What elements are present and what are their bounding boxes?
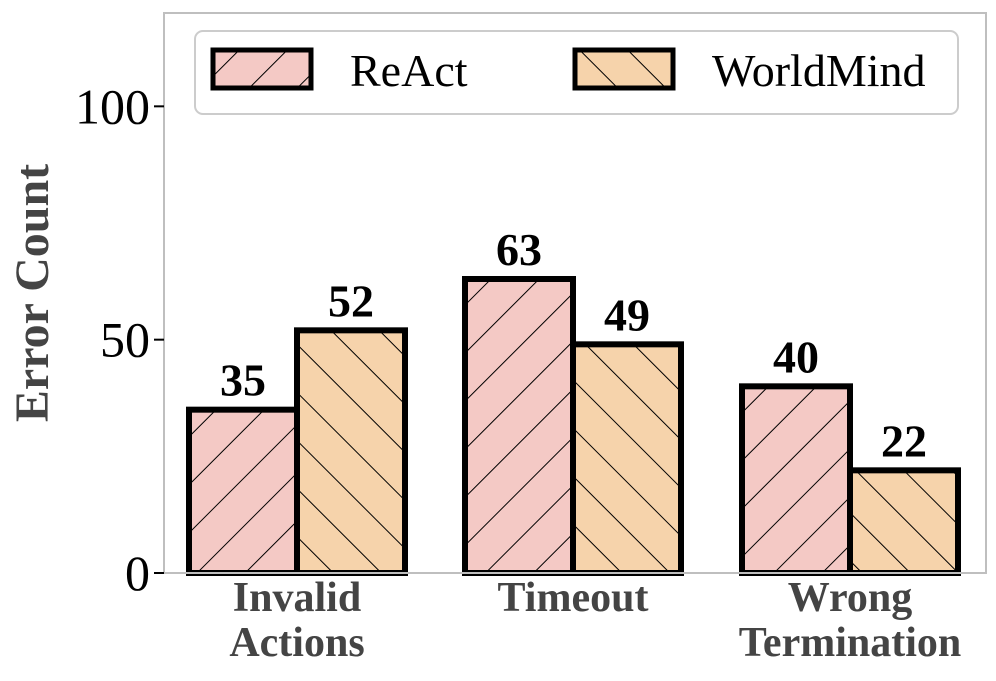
data-label-worldmind: 52 bbox=[328, 275, 374, 326]
data-label-react: 35 bbox=[220, 355, 266, 406]
x-category-label: Actions bbox=[229, 620, 364, 666]
data-label-worldmind: 49 bbox=[604, 289, 650, 340]
x-category-label: Termination bbox=[739, 620, 961, 666]
bar-worldmind bbox=[847, 467, 961, 577]
x-category-label: Timeout bbox=[498, 575, 649, 621]
legend-swatch-react bbox=[210, 47, 314, 91]
legend-label-react: ReAct bbox=[350, 45, 468, 96]
legend: ReAct WorldMind bbox=[194, 30, 959, 115]
bar-worldmind bbox=[570, 341, 684, 577]
legend-label-worldmind: WorldMind bbox=[712, 45, 926, 96]
data-label-react: 40 bbox=[773, 331, 819, 382]
y-tick-label: 50 bbox=[100, 312, 150, 368]
data-label-react: 63 bbox=[496, 224, 542, 275]
y-axis: 0 50 100 bbox=[75, 78, 164, 601]
data-labels-group: 35 52 63 49 40 22 bbox=[220, 224, 927, 466]
bar-worldmind bbox=[294, 327, 408, 577]
y-axis-label: Error Count bbox=[6, 164, 59, 422]
y-tick-label: 100 bbox=[75, 78, 150, 134]
x-category-label: Invalid bbox=[233, 575, 361, 621]
legend-swatch-worldmind bbox=[572, 47, 676, 91]
x-category-label: Wrong bbox=[788, 575, 912, 621]
bar-react bbox=[739, 383, 853, 577]
bar-react bbox=[462, 276, 576, 576]
bar-react bbox=[186, 406, 300, 576]
y-tick-label: 0 bbox=[125, 545, 150, 601]
data-label-worldmind: 22 bbox=[881, 415, 927, 466]
bars-group bbox=[186, 276, 961, 577]
